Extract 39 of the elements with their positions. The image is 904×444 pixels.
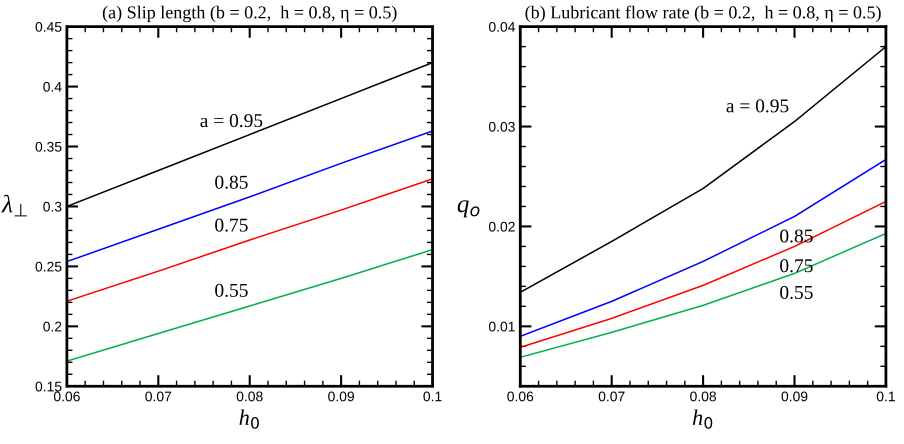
x-tick-label: 0.07 xyxy=(145,392,172,402)
y-tick-label: 0.35 xyxy=(36,142,62,152)
x-tick-label: 0.09 xyxy=(328,392,354,402)
series-label: a = 0.95 xyxy=(200,114,262,128)
x-tick-label: 0.1 xyxy=(876,392,895,402)
x-tick-label: 0.06 xyxy=(54,392,80,402)
chart-title: (b) Lubricant flow rate (b = 0.2, h = 0.8, η = 0.5) xyxy=(525,6,881,22)
y-tick-label: 0.01 xyxy=(488,322,515,332)
x-tick-label: 0.08 xyxy=(690,392,716,402)
x-axis-title: h$_{0}$ xyxy=(240,410,259,429)
y-tick-label: 0.04 xyxy=(488,22,516,32)
x-tick-label: 0.1 xyxy=(423,392,442,402)
series-label: 0.55 xyxy=(780,286,813,300)
x-tick-label: 0.09 xyxy=(782,392,808,402)
y-axis-title: λ$_{⊥}$ xyxy=(1,194,27,216)
series-label: 0.85 xyxy=(780,229,813,243)
y-tick-label: 0.2 xyxy=(43,322,62,332)
series-label: 0.55 xyxy=(215,284,248,297)
x-tick-label: 0.06 xyxy=(507,392,534,402)
line-series xyxy=(66,248,433,362)
chart-title: (a) Slip length (b = 0.2, h = 0.8, η = 0.5) xyxy=(102,6,397,22)
y-tick-label: 0.45 xyxy=(36,22,62,32)
line-series xyxy=(520,200,886,348)
x-axis-title: h$_{0}$ xyxy=(692,410,712,429)
y-tick-label: 0.02 xyxy=(488,222,515,232)
x-tick-label: 0.07 xyxy=(598,392,625,402)
series-label: 0.75 xyxy=(780,259,813,272)
x-tick-label: 0.08 xyxy=(236,392,263,402)
y-tick-label: 0.03 xyxy=(488,122,515,132)
line-series xyxy=(66,130,433,262)
y-tick-label: 0.25 xyxy=(36,262,62,272)
series-label: 0.85 xyxy=(215,176,248,189)
series-label: a = 0.95 xyxy=(726,99,788,113)
y-tick-label: 0.15 xyxy=(36,382,62,392)
y-tick-label: 0.4 xyxy=(43,82,62,92)
line-series xyxy=(520,158,886,338)
y-tick-label: 0.3 xyxy=(43,202,62,212)
series-label: 0.75 xyxy=(215,218,248,232)
y-axis-title: q$_{o}$ xyxy=(458,200,480,218)
